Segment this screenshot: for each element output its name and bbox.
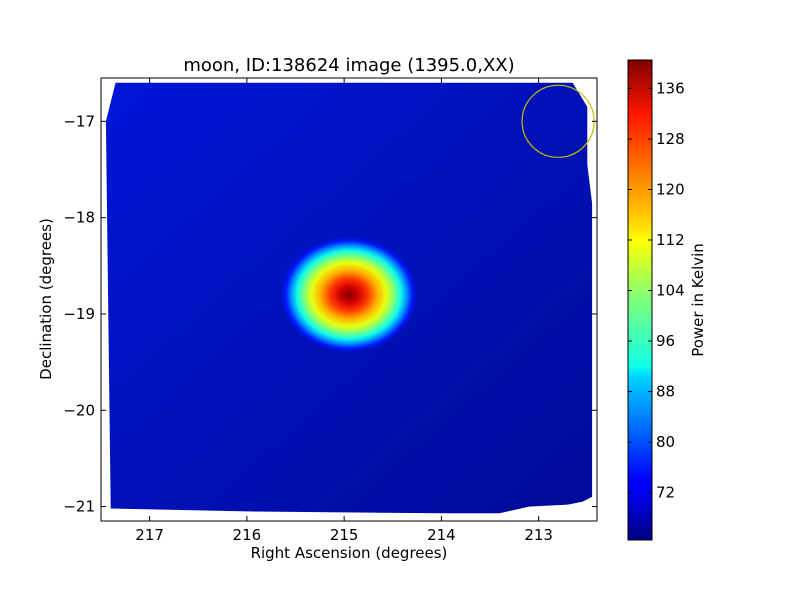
colorbar-tick-label: 72: [656, 484, 675, 502]
colorbar-tick-label: 120: [656, 180, 685, 198]
colorbar-label: Power in Kelvin: [689, 243, 707, 357]
chart-title: moon, ID:138624 image (1395.0,XX): [183, 55, 514, 76]
colorbar-tick-label: 104: [656, 282, 685, 300]
colorbar-tick-label: 112: [656, 231, 685, 249]
x-axis-label: Right Ascension (degrees): [251, 544, 448, 562]
x-tick-label: 215: [330, 526, 359, 544]
y-tick-label: −21: [63, 498, 95, 516]
colorbar-gradient: [627, 59, 653, 541]
y-axis-label: Declination (degrees): [37, 218, 55, 380]
colorbar: 72 80 88 96 104 112 120 128 136 Power in Kelvin: [627, 59, 707, 541]
y-tick-label: −20: [63, 401, 95, 419]
colorbar-ticks: 72 80 88 96 104 112 120 128 136: [628, 79, 685, 502]
x-tick-label: 213: [524, 526, 553, 544]
y-axis-ticks: −17 −18 −19 −20 −21: [63, 112, 597, 516]
colorbar-tick-label: 96: [656, 332, 675, 350]
y-tick-label: −19: [63, 305, 95, 323]
colorbar-tick-label: 128: [656, 130, 685, 148]
y-tick-label: −18: [63, 209, 95, 227]
x-axis-ticks: 217 216 215 214 213: [135, 78, 553, 544]
colorbar-tick-label: 80: [656, 433, 675, 451]
plot-area: [100, 77, 598, 522]
plot-frame: [100, 77, 598, 522]
x-tick-label: 216: [233, 526, 262, 544]
x-tick-label: 217: [135, 526, 164, 544]
y-tick-label: −17: [63, 112, 95, 130]
colorbar-tick-label: 88: [656, 383, 675, 401]
x-tick-label: 214: [427, 526, 456, 544]
moon-source-blob: [280, 236, 418, 353]
colorbar-tick-label: 136: [656, 79, 685, 97]
